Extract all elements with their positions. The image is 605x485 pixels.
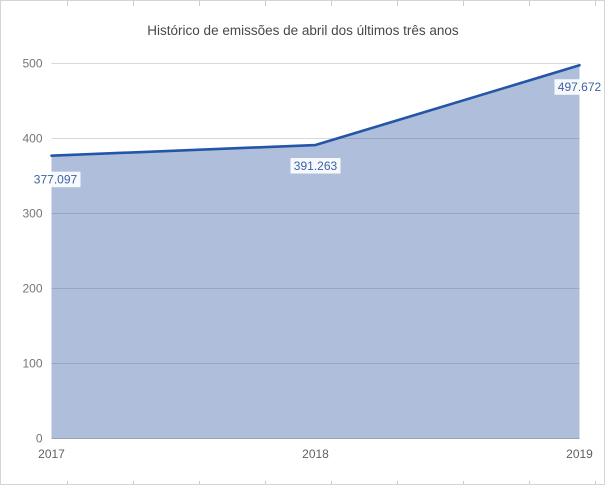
x-tick-label: 2017: [38, 447, 65, 461]
point-value-label: 377.097: [34, 173, 78, 187]
annotation-bg: [30, 171, 81, 188]
y-tick-label: 100: [22, 357, 42, 371]
x-axis-labels: 2017 2018 2019: [38, 447, 593, 461]
y-tick-label: 200: [22, 282, 42, 296]
series-line: [50, 63, 581, 157]
point-annotations: 377.097 391.263 497.672: [30, 79, 604, 188]
annotation-bg: [554, 79, 604, 95]
annotation-bg: [290, 158, 341, 174]
gridlines: [51, 63, 580, 439]
y-tick-label: 0: [36, 432, 43, 446]
axis-edge-ticks: [67, 1, 596, 484]
x-tick-label: 2018: [302, 447, 329, 461]
y-tick-label: 400: [22, 132, 42, 146]
series-area-fill: [51, 65, 580, 439]
point-value-label: 497.672: [558, 80, 602, 94]
y-axis-labels: 0 100 200 300 400 500: [22, 57, 42, 446]
y-tick-label: 500: [22, 57, 42, 71]
x-tick-label: 2019: [566, 447, 593, 461]
y-tick-label: 300: [22, 207, 42, 221]
area-series: [50, 63, 581, 439]
point-value-label: 391.263: [294, 159, 338, 173]
chart-title: Histórico de emissões de abril dos últim…: [147, 23, 459, 38]
